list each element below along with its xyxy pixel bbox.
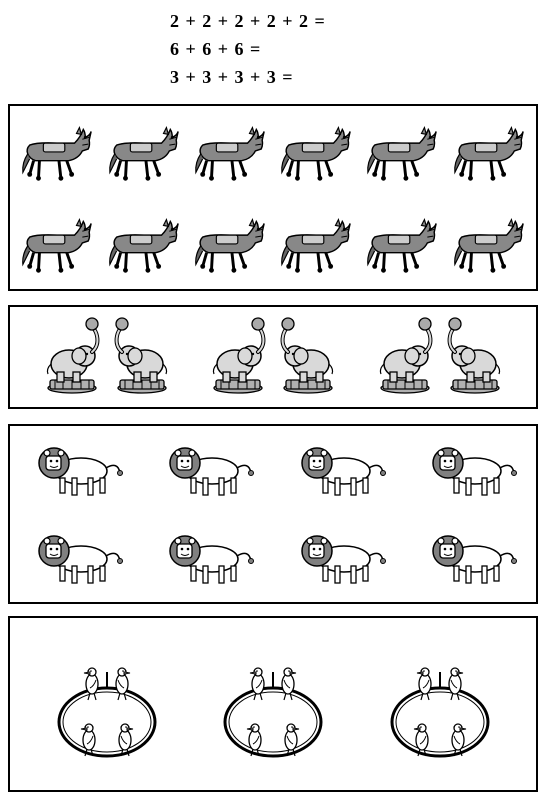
horse-icon xyxy=(363,110,441,193)
horse-icon xyxy=(105,202,183,285)
elephant-icon xyxy=(273,314,343,401)
elephant-icon xyxy=(203,314,273,401)
birds-panel xyxy=(8,616,538,792)
lion-icon xyxy=(157,521,257,596)
elephant-pair xyxy=(370,314,510,401)
horse-icon xyxy=(18,110,96,193)
lion-icon xyxy=(420,521,520,596)
horse-icon xyxy=(105,110,183,193)
lion-icon xyxy=(26,521,126,596)
horse-icon xyxy=(191,110,269,193)
horse-icon xyxy=(450,110,528,193)
horse-icon xyxy=(450,202,528,285)
horse-icon xyxy=(191,202,269,285)
bird-ring-icon xyxy=(370,632,510,777)
horse-icon xyxy=(277,202,355,285)
equation-2: 6 + 6 + 6 = xyxy=(170,36,326,64)
lions-panel xyxy=(8,424,538,604)
bird-ring-icon xyxy=(37,632,177,777)
lion-icon xyxy=(26,433,126,508)
lion-icon xyxy=(289,521,389,596)
elephants-row xyxy=(10,307,536,407)
horses-panel xyxy=(8,104,538,291)
equation-1: 2 + 2 + 2 + 2 + 2 = xyxy=(170,8,326,36)
horses-row-1 xyxy=(10,106,536,198)
lion-icon xyxy=(420,433,520,508)
birds-row xyxy=(10,618,536,790)
bird-ring-icon xyxy=(203,632,343,777)
horses-row-2 xyxy=(10,198,536,290)
elephants-panel xyxy=(8,305,538,409)
elephant-pair xyxy=(203,314,343,401)
lion-icon xyxy=(157,433,257,508)
lions-row-2 xyxy=(10,514,536,602)
elephant-icon xyxy=(440,314,510,401)
lions-row-1 xyxy=(10,426,536,514)
equation-3: 3 + 3 + 3 + 3 = xyxy=(170,64,326,92)
horse-icon xyxy=(18,202,96,285)
elephant-icon xyxy=(107,314,177,401)
lion-icon xyxy=(289,433,389,508)
horse-icon xyxy=(363,202,441,285)
elephant-icon xyxy=(370,314,440,401)
elephant-icon xyxy=(37,314,107,401)
horse-icon xyxy=(277,110,355,193)
elephant-pair xyxy=(37,314,177,401)
